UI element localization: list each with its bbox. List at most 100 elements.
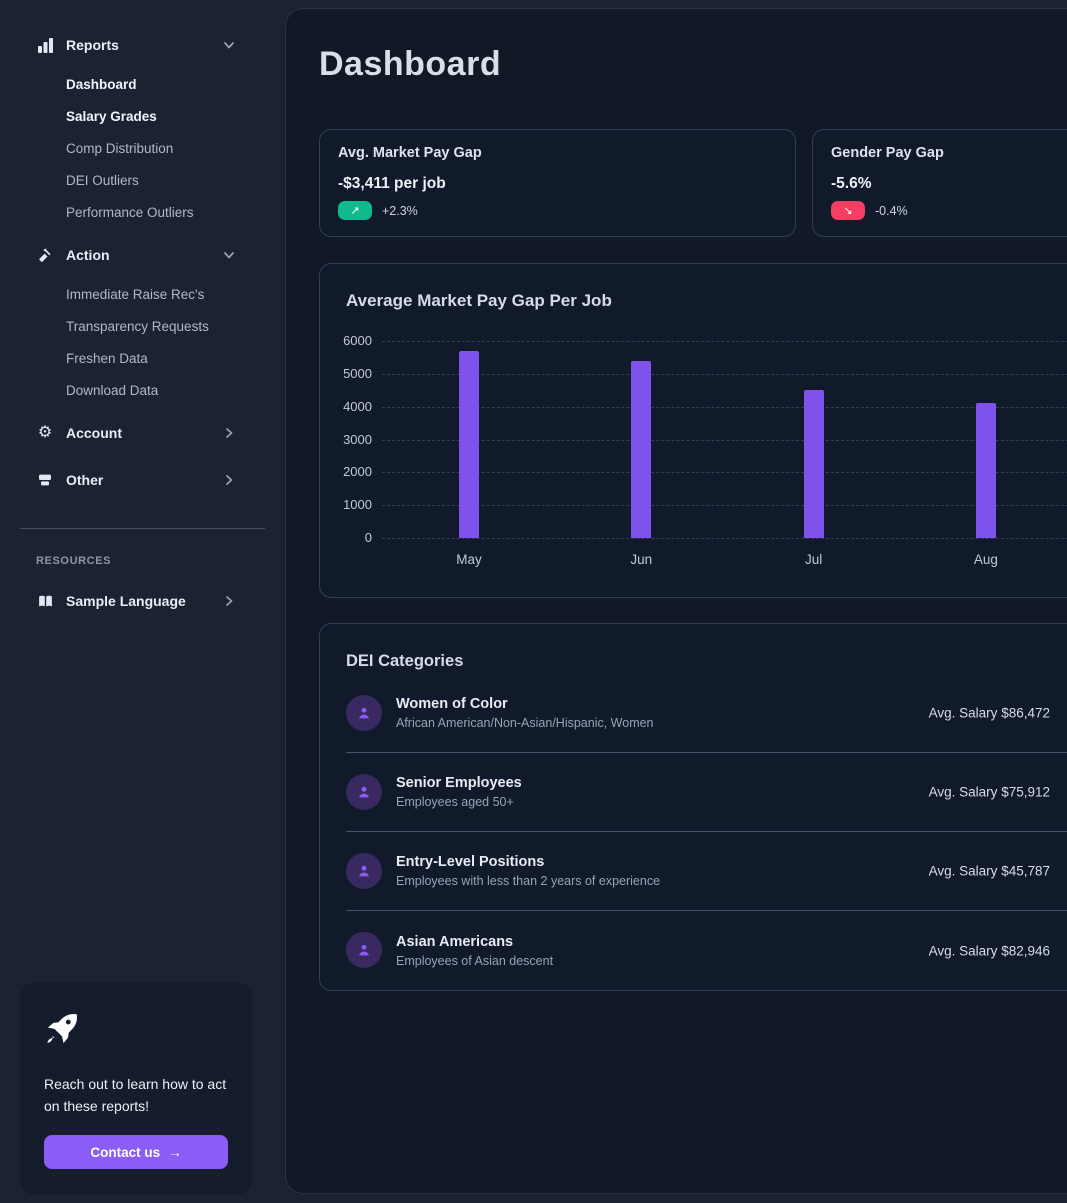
sidebar-section-other[interactable]: Other [0, 469, 285, 491]
chevron-right-icon [222, 426, 236, 440]
stat-card-value: -5.6% [831, 175, 872, 192]
gridline [382, 341, 1067, 342]
dei-category-list: Women of Color African American/Non-Asia… [346, 674, 1067, 990]
up-right-arrow-icon: ↗ [350, 205, 360, 217]
promo-text: Reach out to learn how to act on these r… [44, 1076, 227, 1114]
y-axis-tick-label: 3000 [343, 431, 372, 447]
sidebar-item-download-data[interactable]: Download Data [66, 382, 159, 398]
resources-heading: RESOURCES [36, 555, 112, 567]
y-axis-tick-label: 0 [364, 530, 372, 545]
sidebar-section-label: Action [66, 247, 110, 263]
gridline [382, 505, 1067, 507]
sidebar-item-dei-outliers[interactable]: DEI Outliers [66, 172, 139, 188]
x-axis-tick-label: May [456, 552, 482, 567]
sidebar-item-label: Sample Language [66, 593, 186, 609]
bar-chart-icon [36, 36, 54, 54]
dei-category-description: Employees with less than 2 years of expe… [396, 874, 661, 888]
dei-category-name: Entry-Level Positions [396, 854, 545, 870]
sidebar-divider [20, 528, 265, 529]
dei-category-description: African American/Non-Asian/Hispanic, Wom… [396, 716, 654, 730]
person-icon [359, 707, 369, 719]
pay-gap-chart-plot: 0 1000 2000 3000 4000 5000 6000 May Jun Jul Aug [320, 264, 1067, 597]
action-subitems: Immediate Raise Rec's Transparency Reque… [0, 278, 285, 406]
avatar [346, 932, 382, 968]
dei-category-salary: Avg. Salary $45,787 [928, 863, 1050, 879]
y-axis-tick-label: 6000 [343, 333, 372, 348]
list-item[interactable]: Senior Employees Employees aged 50+ Avg.… [346, 753, 1067, 832]
chevron-down-icon [222, 248, 236, 262]
sidebar-section-label: Other [66, 472, 104, 488]
trend-down-badge: ↘ [831, 201, 865, 220]
x-axis-tick-label: Jun [630, 552, 653, 567]
archive-icon [36, 471, 54, 489]
avatar [346, 774, 382, 810]
y-axis-tick-label: 1000 [343, 497, 372, 513]
gridline [382, 439, 1067, 441]
sidebar: Reports Dashboard Salary Grades Comp Dis… [0, 0, 285, 1203]
main-panel: Dashboard Avg. Market Pay Gap -$3,411 pe… [285, 8, 1067, 1194]
person-icon [359, 786, 369, 798]
list-item[interactable]: Asian Americans Employees of Asian desce… [346, 911, 1067, 990]
chart-title: Average Market Pay Gap Per Job [346, 291, 612, 310]
gear-icon: ⚙ [37, 424, 53, 441]
stat-card-value: -$3,411 per job [338, 175, 446, 192]
contact-promo-card: Reach out to learn how to act on these r… [20, 983, 252, 1195]
sidebar-item-sample-language[interactable]: Sample Language [0, 590, 285, 612]
chevron-down-icon [222, 38, 236, 52]
y-axis-tick-label: 2000 [343, 464, 372, 480]
dei-category-name: Asian Americans [396, 933, 514, 950]
dei-category-salary: Avg. Salary $75,912 [928, 784, 1050, 800]
sidebar-item-freshen-data[interactable]: Freshen Data [66, 350, 148, 366]
stat-card-gender-pay-gap: Gender Pay Gap -5.6% ↘ -0.4% [812, 129, 1067, 237]
person-icon [359, 944, 369, 956]
bar-aug[interactable] [975, 403, 996, 538]
gridline [382, 472, 1067, 474]
bar-may[interactable] [459, 350, 479, 538]
x-axis-tick-label: Aug [973, 552, 998, 567]
sidebar-item-comp-distribution[interactable]: Comp Distribution [66, 140, 174, 156]
x-axis-tick-label: Jul [804, 552, 823, 567]
sidebar-item-salary-grades[interactable]: Salary Grades [66, 108, 157, 124]
down-right-arrow-icon: ↘ [843, 205, 853, 217]
trend-up-badge: ↗ [338, 201, 372, 220]
sidebar-item-performance-outliers[interactable]: Performance Outliers [66, 204, 194, 220]
sidebar-section-action[interactable]: Action [0, 244, 285, 266]
y-axis-tick-label: 4000 [343, 398, 372, 414]
contact-us-button[interactable]: Contact us → [44, 1135, 228, 1169]
list-item[interactable]: Women of Color African American/Non-Asia… [346, 674, 1067, 753]
dei-category-description: Employees of Asian descent [396, 953, 554, 968]
right-arrow-icon: → [168, 1144, 182, 1160]
stat-card-delta: +2.3% [382, 203, 418, 218]
rocket-icon [44, 1011, 228, 1047]
stat-card-title: Gender Pay Gap [831, 145, 944, 161]
bar-jul[interactable] [803, 390, 824, 538]
dei-category-salary: Avg. Salary $82,946 [928, 943, 1050, 958]
avatar [346, 853, 382, 889]
bar-jun[interactable] [631, 360, 652, 538]
sidebar-section-reports[interactable]: Reports [0, 34, 285, 56]
pay-gap-chart-card: Average Market Pay Gap Per Job 0 1000 2000… [319, 263, 1067, 598]
dei-category-description: Employees aged 50+ [396, 795, 514, 809]
person-icon [359, 865, 369, 877]
chevron-right-icon [222, 594, 236, 608]
stat-card-avg-market-pay-gap: Avg. Market Pay Gap -$3,411 per job ↗ +2… [319, 129, 796, 237]
chevron-right-icon [222, 473, 236, 487]
gridline [382, 373, 1067, 375]
dei-categories-card: DEI Categories Women of Color African Am… [319, 623, 1067, 991]
dei-categories-title: DEI Categories [346, 652, 464, 670]
avatar [346, 695, 382, 731]
sidebar-item-dashboard[interactable]: Dashboard [66, 76, 137, 92]
y-axis-tick-label: 5000 [343, 365, 372, 381]
sidebar-item-immediate-raise-recs[interactable]: Immediate Raise Rec's [66, 286, 205, 302]
gridline [382, 538, 1067, 539]
sidebar-section-label: Account [66, 425, 122, 441]
dei-category-salary: Avg. Salary $86,472 [928, 705, 1050, 721]
hammer-icon [36, 246, 54, 264]
gridline [382, 406, 1067, 408]
list-item[interactable]: Entry-Level Positions Employees with les… [346, 832, 1067, 911]
sidebar-section-label: Reports [66, 37, 119, 53]
book-icon [36, 592, 54, 610]
sidebar-item-transparency-requests[interactable]: Transparency Requests [66, 318, 209, 334]
sidebar-section-account[interactable]: ⚙ Account [0, 422, 285, 444]
stat-card-title: Avg. Market Pay Gap [338, 145, 482, 161]
